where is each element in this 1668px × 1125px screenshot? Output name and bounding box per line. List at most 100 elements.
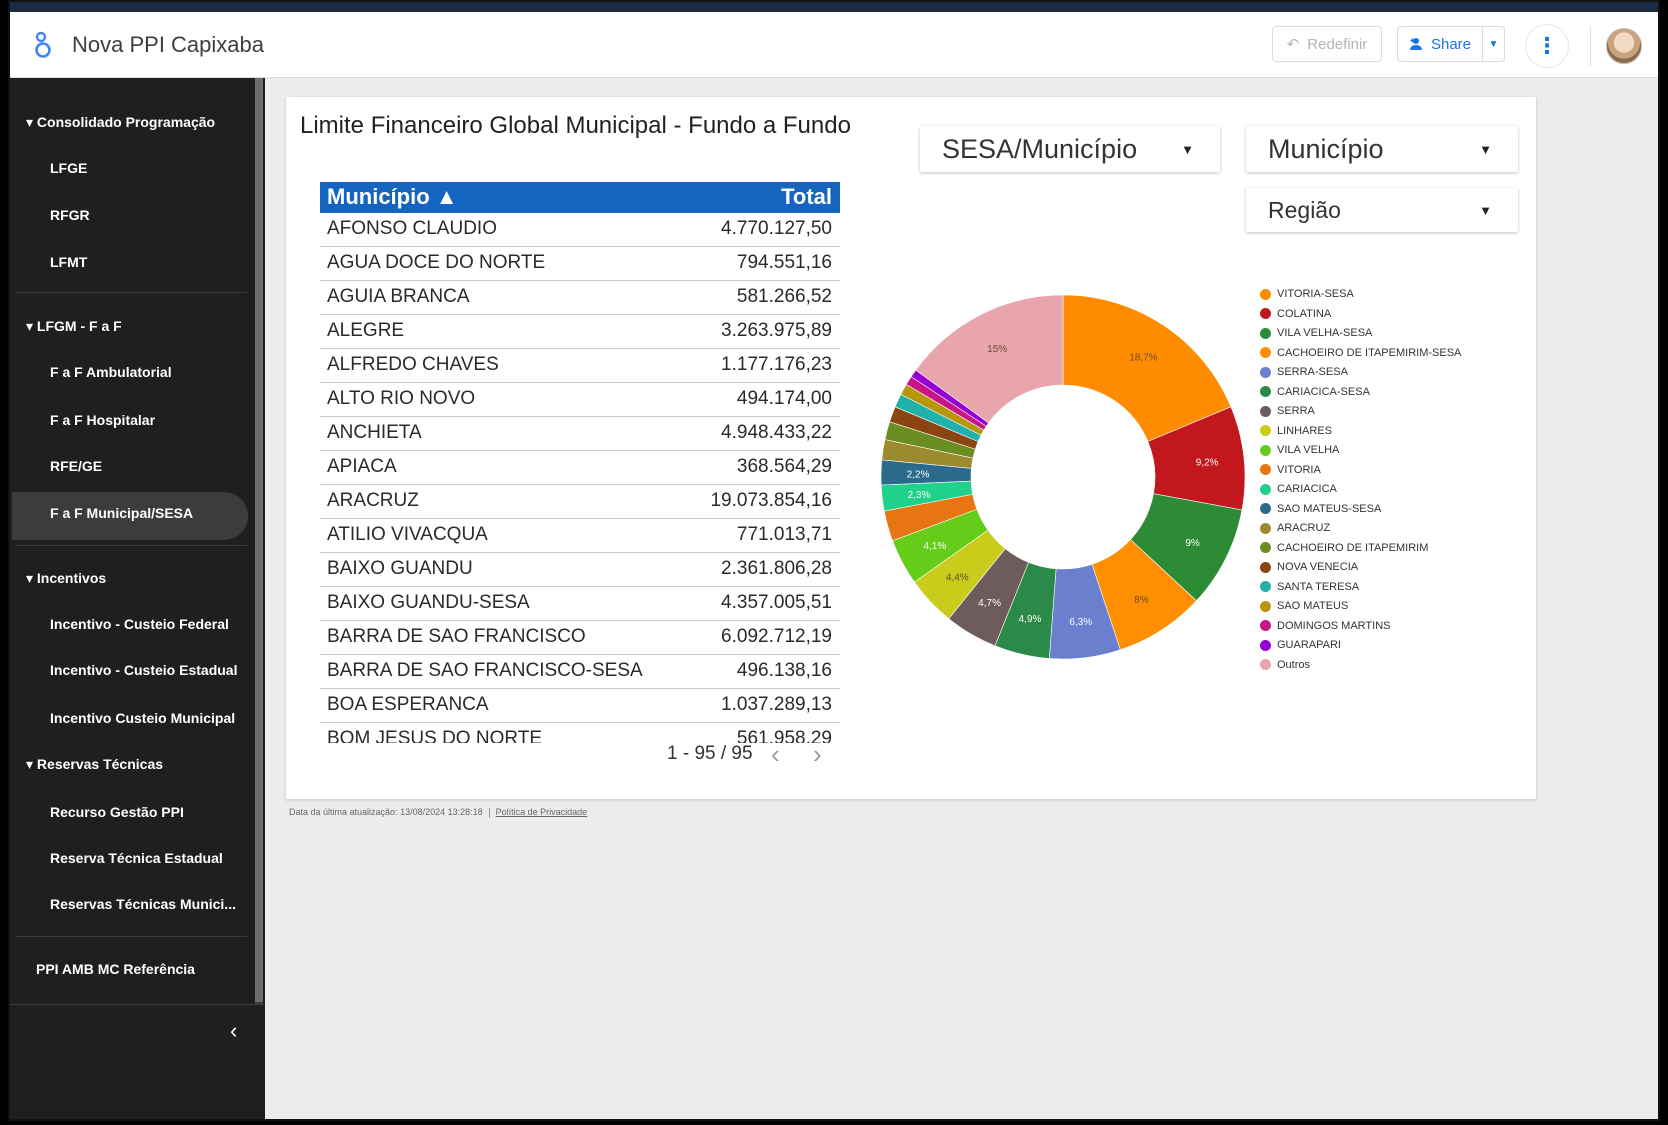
donut-slice-label: 6,3%	[1069, 617, 1092, 628]
legend-item[interactable]: CARIACICA-SESA	[1260, 386, 1370, 398]
table-row[interactable]: BAIXO GUANDU 2.361.806,28	[320, 553, 840, 587]
legend-item[interactable]: GUARAPARI	[1260, 639, 1341, 651]
table-row[interactable]: AFONSO CLAUDIO 4.770.127,50	[320, 213, 840, 247]
share-main[interactable]: Share	[1398, 27, 1482, 61]
donut-slice[interactable]	[1062, 294, 1232, 442]
legend-color-dot	[1260, 308, 1271, 319]
sidebar-item-recurso-gestao-ppi[interactable]: Recurso Gestão PPI	[50, 804, 184, 820]
cell-municipio: ALTO RIO NOVO	[327, 388, 476, 409]
legend-item[interactable]: CACHOEIRO DE ITAPEMIRIM-SESA	[1260, 347, 1461, 359]
legend-item[interactable]: VILA VELHA-SESA	[1260, 327, 1372, 339]
table-row[interactable]: BOM JESUS DO NORTE 561.958,29	[320, 723, 840, 743]
collapse-sidebar-icon[interactable]: ‹	[230, 1018, 238, 1043]
table-row[interactable]: APIACA 368.564,29	[320, 451, 840, 485]
cell-municipio: APIACA	[327, 456, 397, 477]
cell-total: 4.770.127,50	[721, 218, 832, 239]
legend-item[interactable]: VILA VELHA	[1260, 444, 1339, 456]
sidebar-item-rfe-ge[interactable]: RFE/GE	[50, 458, 103, 474]
donut-slice-label: 15%	[987, 344, 1007, 355]
sidebar-item-reservas-tecnicas-municipais[interactable]: Reservas Técnicas Munici...	[50, 896, 236, 912]
privacy-policy-link[interactable]: Política de Privacidade	[495, 807, 588, 817]
cell-municipio: AGUA DOCE DO NORTE	[327, 252, 546, 273]
prev-page-icon[interactable]: ‹	[771, 739, 780, 769]
legend-item[interactable]: SERRA-SESA	[1260, 366, 1348, 378]
legend-item[interactable]: Outros	[1260, 659, 1310, 671]
donut-slice-label: 4,1%	[923, 541, 946, 552]
table-row[interactable]: ALTO RIO NOVO 494.174,00	[320, 383, 840, 417]
sidebar-section-lfgm[interactable]: ▾ LFGM - F a F	[26, 318, 122, 334]
legend-item[interactable]: DOMINGOS MARTINS	[1260, 620, 1390, 632]
sidebar-item-faf-municipal-sesa[interactable]: F a F Municipal/SESA	[50, 505, 194, 521]
share-dropdown-icon[interactable]: ▼	[1482, 27, 1504, 61]
sidebar-item-lfmt[interactable]: LFMT	[50, 254, 88, 270]
legend-item[interactable]: ARACRUZ	[1260, 522, 1330, 534]
column-header-total[interactable]: Total	[781, 184, 832, 209]
table-row[interactable]: ALFREDO CHAVES 1.177.176,23	[320, 349, 840, 383]
donut-slice-label: 9,2%	[1196, 458, 1219, 469]
legend-item[interactable]: SANTA TERESA	[1260, 581, 1359, 593]
sidebar-item-incentivo-custeio-federal[interactable]: Incentivo - Custeio Federal	[50, 616, 229, 632]
legend-color-dot	[1260, 639, 1271, 651]
table-row[interactable]: ALEGRE 3.263.975,89	[320, 315, 840, 349]
table-row[interactable]: AGUIA BRANCA 581.266,52	[320, 281, 840, 315]
legend-item[interactable]: LINHARES	[1260, 425, 1332, 437]
filter-regiao[interactable]: Região ▼	[1246, 188, 1518, 232]
next-page-icon[interactable]: ›	[813, 739, 822, 769]
filter-municipio[interactable]: Município ▼	[1246, 126, 1518, 172]
table-row[interactable]: ARACRUZ 19.073.854,16	[320, 485, 840, 519]
filter-sesa-municipio[interactable]: SESA/Município ▼	[920, 126, 1220, 172]
cell-total: 494.174,00	[736, 388, 832, 409]
cell-municipio: BAIXO GUANDU-SESA	[327, 592, 530, 613]
legend-item[interactable]: VITORIA	[1260, 464, 1321, 476]
legend-color-dot	[1260, 366, 1271, 378]
share-button[interactable]: Share ▼	[1397, 26, 1505, 62]
legend-label: VILA VELHA	[1277, 444, 1340, 456]
more-options-icon[interactable]: ⋮	[1525, 24, 1569, 68]
sidebar-item-incentivo-custeio-estadual[interactable]: Incentivo - Custeio Estadual	[50, 662, 238, 678]
cell-municipio: AFONSO CLAUDIO	[327, 218, 497, 239]
sidebar-divider	[15, 545, 247, 546]
sidebar-section-reservas[interactable]: ▾ Reservas Técnicas	[26, 756, 164, 772]
legend-item[interactable]: SAO MATEUS-SESA	[1260, 503, 1381, 515]
cell-total: 561.958,29	[736, 728, 832, 743]
sidebar-section-incentivos[interactable]: ▾ Incentivos	[26, 570, 107, 586]
legend-color-dot	[1260, 464, 1271, 475]
legend-item[interactable]: CARIACICA	[1260, 483, 1337, 495]
sidebar-scrollbar[interactable]	[255, 78, 263, 1002]
sidebar-section-consolidado[interactable]: ▾ Consolidado Programação	[26, 114, 216, 130]
table-row[interactable]: BOA ESPERANCA 1.037.289,13	[320, 689, 840, 723]
sidebar-item-lfge[interactable]: LFGE	[50, 160, 88, 176]
legend-color-dot	[1260, 386, 1271, 397]
legend-label: COLATINA	[1277, 307, 1332, 320]
legend-item[interactable]: SAO MATEUS	[1260, 600, 1348, 612]
table-row[interactable]: AGUA DOCE DO NORTE 794.551,16	[320, 247, 840, 281]
legend-item[interactable]: VITORIA-SESA	[1260, 288, 1354, 300]
legend-label: SAO MATEUS-SESA	[1277, 502, 1382, 515]
donut-slice-label: 9%	[1185, 538, 1200, 549]
avatar[interactable]	[1606, 28, 1642, 64]
table-row[interactable]: BARRA DE SAO FRANCISCO 6.092.712,19	[320, 621, 840, 655]
legend-item[interactable]: COLATINA	[1260, 308, 1331, 320]
legend-color-dot	[1260, 288, 1271, 300]
column-header-municipio[interactable]: Município ▲	[327, 184, 458, 209]
sidebar-item-incentivo-custeio-municipal[interactable]: Incentivo Custeio Municipal	[50, 710, 236, 726]
table-row[interactable]: ATILIO VIVACQUA 771.013,71	[320, 519, 840, 553]
donut-slice[interactable]	[915, 294, 1064, 424]
sidebar-item-ppi-amb-mc[interactable]: PPI AMB MC Referência	[36, 961, 195, 977]
legend-item[interactable]: NOVA VENECIA	[1260, 561, 1358, 573]
donut-slice-label: 4,9%	[1019, 614, 1042, 625]
legend-item[interactable]: CACHOEIRO DE ITAPEMIRIM	[1260, 542, 1428, 554]
legend-label: GUARAPARI	[1277, 639, 1341, 651]
sidebar-item-faf-ambulatorial[interactable]: F a F Ambulatorial	[50, 364, 172, 380]
reset-button[interactable]: ↶ Redefinir	[1272, 26, 1382, 62]
table-row[interactable]: ANCHIETA 4.948.433,22	[320, 417, 840, 451]
table-row[interactable]: BAIXO GUANDU-SESA 4.357.005,51	[320, 587, 840, 621]
table-row[interactable]: BARRA DE SAO FRANCISCO-SESA 496.138,16	[320, 655, 840, 689]
legend-item[interactable]: SERRA	[1260, 405, 1315, 417]
header-divider	[1590, 26, 1591, 66]
sidebar-item-rfgr[interactable]: RFGR	[50, 207, 90, 223]
add-person-icon	[1409, 38, 1422, 50]
sidebar-item-faf-hospitalar[interactable]: F a F Hospitalar	[50, 412, 156, 428]
sidebar-item-reserva-tecnica-estadual[interactable]: Reserva Técnica Estadual	[50, 850, 223, 866]
cell-total: 3.263.975,89	[721, 320, 832, 341]
